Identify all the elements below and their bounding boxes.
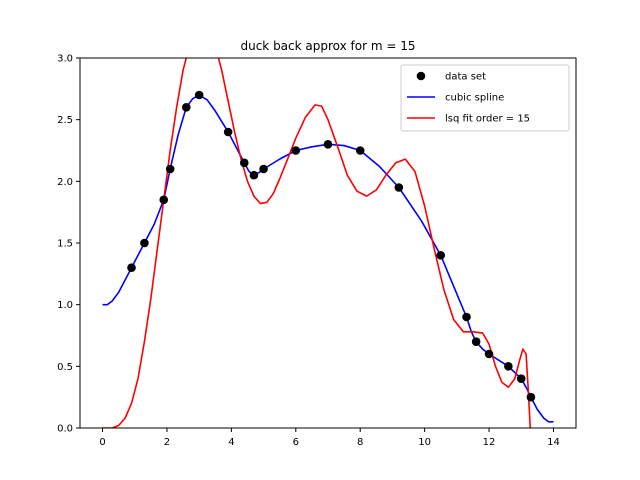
x-axis: 0 2 4 6 8 10 12 14 [99,428,560,448]
y-axis: 0.0 0.5 1.0 1.5 2.0 2.5 3.0 [57,54,80,435]
x-tick-label: 4 [228,437,234,448]
legend-box [400,64,570,132]
data-point [249,170,259,180]
data-point [291,146,301,155]
data-point [462,312,471,322]
data-point [436,251,446,260]
y-tick-label: 1.0 [57,300,73,311]
data-point [239,158,249,168]
data-point [194,90,204,100]
x-tick-label: 14 [547,437,560,448]
series-layer [102,58,554,428]
x-tick-label: 12 [483,437,496,448]
y-tick-label: 1.5 [57,239,73,250]
x-tick-label: 6 [293,437,299,448]
y-tick-label: 0.0 [57,424,73,435]
data-point [394,183,404,192]
x-tick-label: 8 [357,437,363,448]
data-point [526,392,536,402]
data-point [484,349,494,359]
series-line-lsq-fit-order-15 [102,58,532,428]
data-point [259,164,268,174]
data-point [159,195,169,205]
legend-marker [416,71,426,81]
data-point [127,263,136,272]
data-point [181,103,191,112]
chart-title: duck back approx for m = 15 [240,39,415,53]
y-tick-label: 2.0 [57,177,73,188]
legend-label: cubic spline [445,93,504,104]
data-point [504,362,513,371]
data-point [516,374,526,383]
y-tick-label: 2.5 [57,115,73,126]
legend-label: lsq fit order = 15 [445,114,530,125]
x-tick-label: 0 [99,437,105,448]
data-point [323,140,333,149]
legend: data set cubic spline lsq fit order = 15 [400,64,570,132]
y-tick-label: 3.0 [57,54,73,65]
legend-label: data set [445,72,486,83]
data-point [223,127,233,137]
y-tick-label: 0.5 [57,362,73,373]
x-tick-label: 10 [418,437,431,448]
x-tick-label: 2 [164,437,170,448]
data-point [355,146,365,155]
data-point [140,238,149,248]
data-point [165,164,175,174]
data-point [471,337,481,346]
